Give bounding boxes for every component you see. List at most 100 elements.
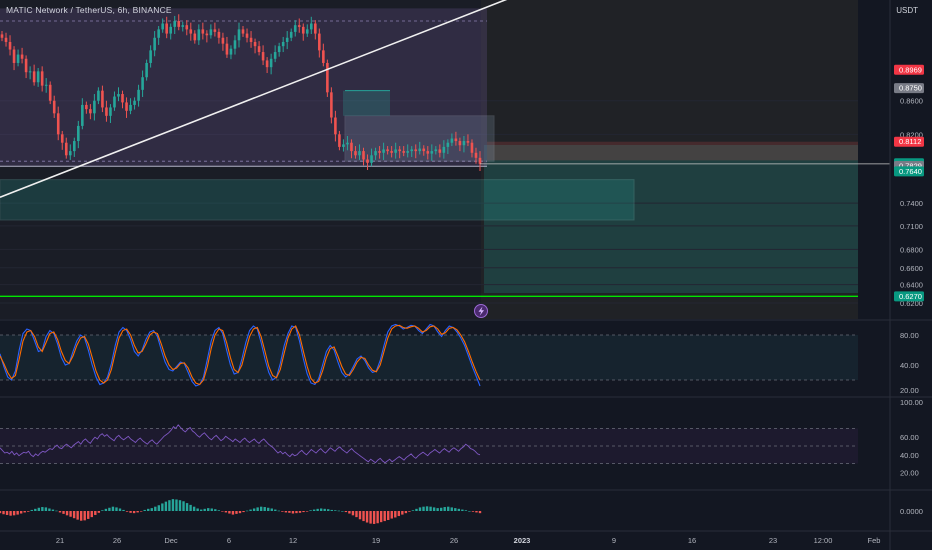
candle-body	[269, 58, 273, 68]
macd-bar	[83, 511, 86, 521]
candle-body	[289, 31, 293, 38]
macd-bar	[58, 511, 62, 513]
stoch-line	[0, 323, 481, 387]
macd-bar	[443, 507, 446, 511]
candle-body	[402, 151, 405, 153]
macd-bar	[48, 508, 51, 511]
macd-bar	[41, 507, 44, 511]
price-tick-label: 0.6200	[900, 299, 923, 308]
candle-body	[245, 33, 249, 38]
macd-bar	[475, 511, 478, 513]
candle-body	[205, 33, 209, 36]
candle-body	[133, 100, 136, 105]
macd-bar	[454, 508, 457, 511]
candle-body	[285, 37, 289, 42]
candle-body	[173, 20, 177, 27]
macd-bar	[27, 511, 30, 512]
candle-body	[265, 60, 269, 68]
macd-bar	[249, 509, 252, 511]
macd-bar	[34, 508, 37, 511]
candle-body	[157, 29, 160, 38]
macd-bar	[122, 509, 125, 511]
lightning-icon[interactable]	[474, 304, 488, 318]
macd-bar	[51, 509, 55, 511]
macd-bar	[210, 508, 213, 511]
candle-body	[297, 25, 301, 27]
macd-bar	[334, 510, 337, 511]
candle-body	[338, 134, 341, 147]
candle-body	[129, 104, 132, 111]
candle-body	[137, 89, 140, 101]
macd-bar	[111, 506, 115, 511]
candle-body	[4, 37, 8, 42]
candle-body	[0, 34, 4, 38]
candle-body	[281, 41, 285, 47]
macd-bar	[182, 501, 185, 511]
candle-body	[370, 155, 373, 163]
candle-body	[181, 25, 185, 27]
macd-bar	[267, 507, 270, 511]
time-tick-label: 23	[769, 536, 777, 545]
candle-body	[301, 26, 305, 34]
macd-bar	[316, 508, 319, 511]
macd-bar	[390, 511, 393, 519]
candle-body	[406, 151, 409, 153]
candle-body	[64, 142, 68, 156]
macd-bar	[65, 511, 69, 516]
candle-body	[125, 102, 128, 111]
macd-bar	[242, 511, 245, 513]
candle-body	[52, 100, 56, 114]
macd-bar	[139, 511, 143, 512]
macd-bar	[355, 511, 358, 518]
candle-body	[354, 151, 357, 156]
macd-bar	[411, 510, 415, 511]
price-tick-label: 0.8600	[900, 97, 923, 106]
price-tick-label: 0.6600	[900, 264, 923, 273]
macd-bar	[16, 511, 19, 515]
candle-body	[462, 141, 466, 146]
macd-bar	[150, 508, 153, 511]
candle-body	[378, 151, 381, 153]
macd-bar	[214, 509, 217, 511]
macd-bar	[90, 511, 93, 518]
rsi-tick-label: 40.00	[900, 451, 919, 460]
candle-body	[358, 151, 361, 156]
macd-bar	[94, 511, 97, 515]
macd-bar	[23, 511, 26, 513]
candle-body	[73, 141, 76, 152]
macd-bar	[341, 511, 344, 512]
candle-body	[474, 152, 478, 158]
macd-bar	[118, 508, 122, 511]
macd-bar	[429, 506, 432, 511]
candle-body	[450, 138, 454, 143]
macd-bar	[164, 501, 168, 511]
candle-body	[314, 23, 317, 34]
time-tick-label: 19	[372, 536, 380, 545]
macd-bar	[185, 503, 189, 511]
demand-zone	[0, 179, 635, 221]
macd-bar	[192, 506, 196, 511]
macd-bar	[76, 511, 79, 520]
macd-bar	[344, 511, 348, 513]
macd-bar	[171, 499, 175, 511]
macd-bar	[418, 507, 422, 511]
macd-bar	[422, 506, 425, 511]
candle-body	[350, 142, 353, 152]
macd-bar	[288, 511, 291, 513]
macd-bar	[154, 506, 157, 511]
macd-bar	[457, 508, 461, 511]
candle-body	[105, 107, 108, 116]
time-tick-label: 9	[612, 536, 616, 545]
stoch-tick-label: 80.00	[900, 331, 919, 340]
macd-bar	[295, 511, 298, 514]
macd-bar	[231, 511, 235, 515]
candle-body	[277, 46, 281, 53]
macd-bar	[468, 511, 471, 512]
candle-body	[201, 29, 205, 34]
candle-body	[253, 41, 257, 47]
candle-body	[225, 43, 229, 55]
candle-body	[93, 100, 96, 114]
macd-bar	[323, 508, 326, 511]
